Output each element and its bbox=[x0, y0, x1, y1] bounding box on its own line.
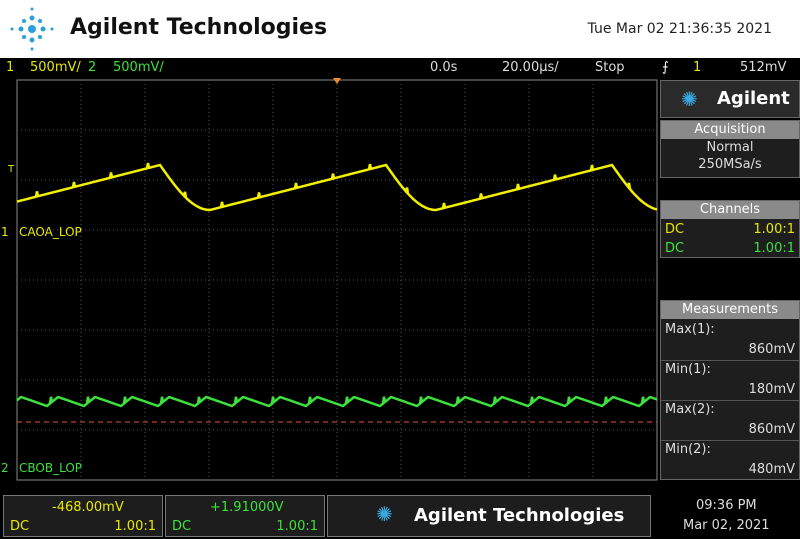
logo bbox=[10, 7, 54, 51]
logo-icon: ✺ bbox=[376, 502, 393, 526]
side-brand-box: ✺ Agilent bbox=[660, 80, 800, 118]
datetime: Tue Mar 02 21:36:35 2021 bbox=[587, 21, 772, 37]
box-title: Measurements bbox=[661, 301, 799, 319]
box-title: Channels bbox=[661, 201, 799, 219]
ch2-num: 2 bbox=[88, 60, 97, 75]
separator bbox=[661, 360, 799, 361]
run-state: Stop bbox=[595, 60, 625, 75]
measure-value: 180mV bbox=[748, 382, 795, 397]
ch1-label: CAOA_LOP bbox=[19, 225, 82, 239]
separator bbox=[661, 440, 799, 441]
separator bbox=[661, 400, 799, 401]
footer: -468.00mV DC 1.00:1 +1.91000V DC 1.00:1 … bbox=[0, 481, 800, 539]
measure-label: Max(2): bbox=[665, 402, 715, 417]
trigger-source: 1 bbox=[693, 60, 702, 75]
time-scale: 20.00µs/ bbox=[502, 60, 559, 75]
footer-brand: Agilent Technologies bbox=[414, 505, 625, 526]
ch1-scale: 500mV/ bbox=[30, 60, 81, 75]
clock-date: Mar 02, 2021 bbox=[683, 518, 770, 533]
trigger-icon: ⨍ bbox=[662, 60, 669, 75]
time-offset: 0.0s bbox=[430, 60, 458, 75]
graticule: T 1 CAOA_LOP 2 CBOB_LOP bbox=[1, 78, 658, 481]
ch1-trace bbox=[16, 162, 658, 212]
coupling: DC bbox=[172, 519, 192, 534]
ch2-footer: +1.91000V DC 1.00:1 bbox=[165, 495, 325, 537]
channels-box: Channels DC 1.00:1 DC 1.00:1 bbox=[660, 200, 800, 258]
side-panel: ✺ Agilent Acquisition Normal 250MSa/s Ch… bbox=[660, 80, 800, 480]
side-brand: Agilent bbox=[717, 88, 790, 109]
trigger-marker: T bbox=[7, 164, 15, 175]
ch2-num: 2 bbox=[1, 461, 9, 475]
ch1-num: 1 bbox=[6, 60, 15, 75]
brand: Agilent Technologies bbox=[70, 15, 328, 40]
offset: -468.00mV bbox=[52, 500, 124, 515]
probe: 1.00:1 bbox=[114, 519, 156, 534]
measure-label: Max(1): bbox=[665, 322, 715, 337]
measure-label: Min(2): bbox=[665, 442, 711, 457]
acquisition-box: Acquisition Normal 250MSa/s bbox=[660, 120, 800, 178]
measurements-box: Measurements Max(1): 860mV Min(1): 180mV Max… bbox=[660, 300, 800, 480]
ch2-label: CBOB_LOP bbox=[19, 461, 82, 475]
acq-mode: Normal bbox=[706, 140, 754, 155]
probe: 1.00:1 bbox=[276, 519, 318, 534]
ch2-trace bbox=[16, 395, 658, 408]
probe: 1.00:1 bbox=[753, 241, 795, 256]
trigger-level: 512mV bbox=[740, 60, 787, 75]
header: Agilent Technologies Tue Mar 02 21:36:35… bbox=[0, 0, 800, 58]
box-title: Acquisition bbox=[661, 121, 799, 139]
measure-value: 860mV bbox=[748, 342, 795, 357]
acq-rate: 250MSa/s bbox=[698, 157, 762, 172]
coupling: DC bbox=[665, 222, 685, 237]
brand-footer: ✺ Agilent Technologies bbox=[327, 495, 651, 537]
coupling: DC bbox=[10, 519, 30, 534]
measure-value: 860mV bbox=[748, 422, 795, 437]
status-bar: 1 500mV/ 2 500mV/ 0.0s 20.00µs/ Stop ⨍ 1… bbox=[0, 58, 800, 78]
ch1-num: 1 bbox=[1, 225, 9, 239]
ch1-footer: -468.00mV DC 1.00:1 bbox=[3, 495, 163, 537]
logo-icon: ✺ bbox=[681, 87, 698, 111]
trigger-position bbox=[333, 78, 341, 84]
clock-time: 09:36 PM bbox=[696, 498, 757, 513]
coupling: DC bbox=[665, 241, 685, 256]
measure-value: 480mV bbox=[748, 462, 795, 477]
offset: +1.91000V bbox=[210, 500, 284, 515]
probe: 1.00:1 bbox=[753, 222, 795, 237]
measure-label: Min(1): bbox=[665, 362, 711, 377]
ch2-scale: 500mV/ bbox=[113, 60, 164, 75]
